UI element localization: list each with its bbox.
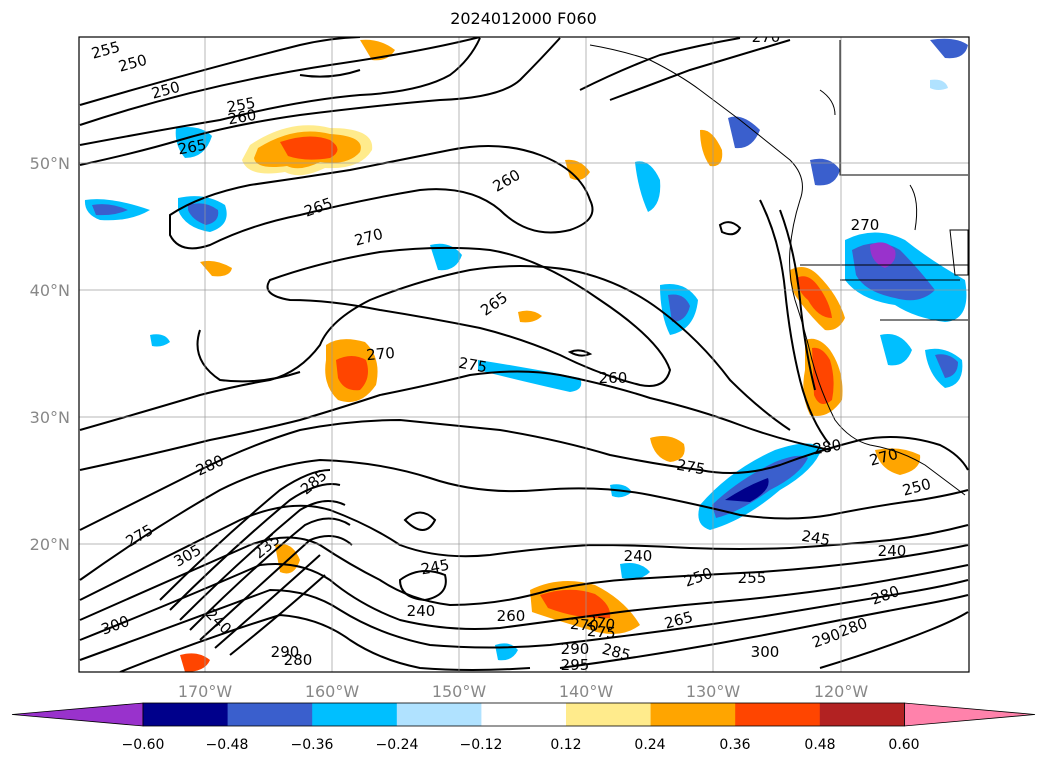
colorbar-extend-low (11, 702, 144, 727)
colorbar-tick: −0.36 (291, 737, 334, 753)
colorbar-border (142, 702, 905, 727)
colorbar-tick: 0.48 (804, 737, 835, 753)
contour-label: 270 (366, 344, 396, 364)
coastlines (589, 40, 969, 496)
lat-label-30n: 30°N (30, 408, 70, 427)
lat-label-40n: 40°N (30, 281, 70, 300)
colorbar-segment (312, 703, 398, 726)
map-frame (78, 36, 970, 673)
contour-label: 260 (497, 607, 526, 625)
contour-label: 255 (225, 94, 256, 117)
colorbar-segment (227, 703, 313, 726)
gridlines (79, 37, 969, 672)
contour-label: 295 (561, 656, 590, 674)
colorbar-tick: 0.12 (550, 737, 581, 753)
contour-label: 240 (624, 547, 653, 565)
contour-label: 260 (599, 369, 628, 387)
colorbar-tick: 0.60 (888, 737, 919, 753)
contour-label: 265 (176, 136, 207, 159)
lon-label-120w: 120°W (814, 682, 869, 701)
cold-blob-band (478, 360, 582, 392)
colorbar-tick: −0.12 (460, 737, 503, 753)
contour-label: 280 (284, 651, 313, 669)
colorbar-tick: 0.24 (634, 737, 665, 753)
lon-label-170w: 170°W (178, 682, 233, 701)
contour-label: 290 (561, 640, 590, 658)
contour-label: 240 (407, 602, 436, 620)
colorbar-tick-labels: −0.60 −0.48 −0.36 −0.24 −0.12 0.12 0.24 … (122, 737, 920, 753)
contour-label: 270 (752, 28, 781, 46)
contour-label: 270 (569, 615, 599, 635)
contour-label: 270 (851, 216, 880, 234)
contour-label: 290 (271, 643, 300, 661)
colorbar-segment (650, 703, 736, 726)
longitude-labels: 170°W 160°W 150°W 140°W 130°W 120°W (178, 682, 869, 701)
contour-label: 270 (585, 612, 616, 635)
contour-label: 255 (738, 569, 767, 587)
contour-label: 275 (457, 354, 488, 377)
latitude-labels: 50°N 40°N 30°N 20°N (30, 154, 70, 554)
colorbar-segment (481, 703, 567, 726)
contour-label: 300 (751, 643, 780, 661)
contour-lines (79, 37, 969, 672)
colorbar-segment (396, 703, 482, 726)
colorbar-tick: −0.48 (206, 737, 249, 753)
lon-label-150w: 150°W (432, 682, 487, 701)
lon-label-140w: 140°W (559, 682, 614, 701)
contour-label: 280 (811, 436, 842, 459)
colorbar (11, 702, 1036, 727)
contour-label: 275 (675, 456, 706, 479)
contour-label: 240 (878, 542, 907, 560)
shaded-anomaly-regions (84, 38, 968, 672)
contour-label: 275 (586, 622, 616, 642)
colorbar-tick: 0.36 (719, 737, 750, 753)
figure-title: 2024012000 F060 (450, 9, 597, 28)
lat-label-20n: 20°N (30, 535, 70, 554)
colorbar-tick: −0.60 (122, 737, 165, 753)
lon-label-160w: 160°W (305, 682, 360, 701)
colorbar-segment (819, 703, 905, 726)
colorbar-segment (143, 703, 229, 726)
contour-label: 245 (800, 527, 831, 550)
contour-label: 260 (226, 106, 257, 129)
colorbar-segment (566, 703, 652, 726)
colorbar-segment (735, 703, 821, 726)
contour-label: 245 (419, 556, 450, 579)
lon-label-130w: 130°W (686, 682, 741, 701)
lat-label-50n: 50°N (30, 154, 70, 173)
colorbar-extend-high (904, 702, 1036, 727)
colorbar-tick: −0.24 (376, 737, 419, 753)
